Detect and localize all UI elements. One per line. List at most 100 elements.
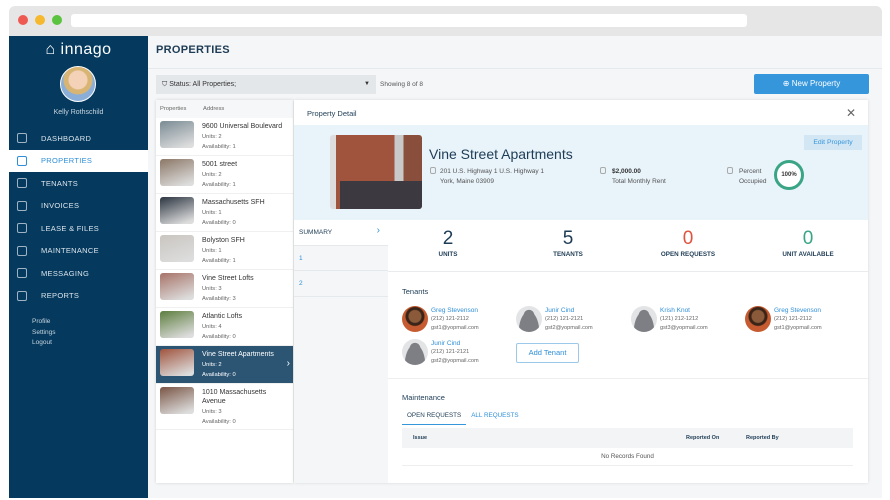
tenant-phone: (212) 121-2121 [545,316,584,322]
tenant-info: Greg Stevenson (212) 121-2112 gst1@yopmail… [431,306,479,332]
tenant-card[interactable]: Greg Stevenson (212) 121-2112 gst1@yopmail… [402,306,479,332]
close-window-button[interactable] [18,15,28,25]
minimize-window-button[interactable] [35,15,45,25]
property-thumbnail [160,121,194,148]
maintenance-table-header: Issue Reported On Reported By [402,428,853,448]
tenant-name-link[interactable]: Greg Stevenson [774,307,821,314]
property-thumbnail [160,349,194,376]
users-icon [17,178,27,189]
property-name: Vine Street Apartments [202,351,274,358]
add-tenant-button[interactable]: Add Tenant [516,343,579,363]
sidebar-item-messaging[interactable]: MESSAGING [9,262,148,285]
property-availability: Availability: 0 [202,334,236,340]
showing-count: Showing 8 of 8 [380,81,424,88]
property-name: Atlantic Lofts [202,313,243,320]
sidebar-item-label: TENANTS [41,178,79,188]
sidebar-item-label: INVOICES [41,201,80,211]
property-units: Units: 2 [202,172,222,178]
column-reported-on: Reported On [686,435,720,441]
property-list-item[interactable]: Vine Street Apartments Units: 2 Availabili… [156,346,293,384]
stat-label: UNIT AVAILABLE [782,251,834,258]
tenant-name-link[interactable]: Junir Cind [431,340,461,347]
property-list-item[interactable]: Atlantic Lofts Units: 4 Availability: 0 [156,308,293,346]
property-name: Vine Street Lofts [202,275,254,282]
maintenance-heading: Maintenance [402,393,445,402]
tab-all-requests[interactable]: ALL REQUESTS [471,412,519,419]
status-filter-dropdown[interactable]: ⛉ Status: All Properties; ▼ [156,75,376,94]
page-title: PROPERTIES [156,44,230,56]
link-logout[interactable]: Logout [32,339,52,346]
property-availability: Availability: 0 [202,419,236,425]
browser-chrome [9,6,882,36]
property-info: Vine Street Lofts Units: 3 Availability: 3 [202,273,260,304]
report-icon [17,290,27,301]
property-list-item[interactable]: 5001 street Units: 2 Availability: 1 [156,156,293,194]
tab-summary[interactable]: SUMMARY › [294,220,388,246]
tenant-info: Junir Cind (212) 121-2121 gst2@yopmail.com [431,339,479,365]
percent-occupied-label: Percent Occupied [727,167,766,187]
property-list-item[interactable]: Vine Street Lofts Units: 3 Availability: 3 [156,270,293,308]
sidebar-item-lease-files[interactable]: LEASE & FILES [9,217,148,240]
user-name: Kelly Rothschild [53,109,104,116]
column-address[interactable]: Address [203,106,225,112]
invoice-icon [17,200,27,211]
property-info: 9600 Universal Boulevard Units: 2 Availabi… [202,121,288,152]
maintenance-tabs: OPEN REQUESTS ALL REQUESTS [402,408,524,425]
column-properties[interactable]: Properties [160,106,187,112]
monthly-rent: $2,000.00 Total Monthly Rent [600,167,666,187]
stat-label: OPEN REQUESTS [660,251,716,258]
maximize-window-button[interactable] [52,15,62,25]
tenant-card[interactable]: Junir Cind (212) 121-2121 gst2@yopmail.com [402,339,479,365]
tab-open-requests[interactable]: OPEN REQUESTS [402,408,467,425]
property-name: 9600 Universal Boulevard [202,123,283,130]
tab-2[interactable]: 2 [294,271,388,297]
property-list-item[interactable]: Bolyston SFH Units: 1 Availability: 1 [156,232,293,270]
tenant-phone: (212) 121-2112 [431,316,469,322]
sidebar-item-label: DASHBOARD [41,133,92,143]
tenant-card[interactable]: Junir Cind (212) 121-2121 gst2@yopmail.com [516,306,593,332]
divider [388,378,868,379]
stat-tenants: 5 TENANTS [508,220,628,271]
property-thumbnail [160,235,194,262]
column-issue: Issue [413,435,428,441]
stat-value: 5 [562,228,574,249]
tenant-card[interactable]: Greg Stevenson (212) 121-2112 gst1@yopmail… [745,306,822,332]
property-list-header: Properties Address [156,100,293,118]
sidebar-item-reports[interactable]: REPORTS [9,285,148,308]
property-units: Units: 1 [202,248,222,254]
tenant-name-link[interactable]: Junir Cind [545,307,575,314]
link-settings[interactable]: Settings [32,328,56,336]
sidebar-item-tenants[interactable]: TENANTS [9,172,148,195]
edit-property-button[interactable]: Edit Property [804,135,862,150]
property-availability: Availability: 1 [202,182,236,188]
link-profile[interactable]: Profile [32,318,51,325]
dashboard-icon [17,133,27,144]
avatar[interactable] [60,66,96,102]
tenant-email: gst3@yopmail.com [660,324,708,331]
sidebar-item-maintenance[interactable]: MAINTENANCE [9,240,148,263]
stat-units: 2 UNITS [388,220,508,271]
sidebar-item-invoices[interactable]: INVOICES [9,195,148,218]
property-list: Properties Address 9600 Universal Bouleva… [156,100,293,483]
sidebar-item-dashboard[interactable]: DASHBOARD [9,127,148,150]
address-bar[interactable] [71,14,747,27]
tenant-card[interactable]: Krish Knot (121) 212-1212 gst3@yopmail.com [631,306,708,332]
property-list-item[interactable]: 1010 Massachusetts Avenue Units: 3 Availab… [156,384,293,430]
sidebar-item-properties[interactable]: PROPERTIES [9,149,148,172]
property-info: 5001 street Units: 2 Availability: 1 [202,159,243,190]
tenant-email: gst2@yopmail.com [431,357,479,364]
tenant-name-link[interactable]: Krish Knot [660,307,690,314]
tab-label: 1 [299,254,303,262]
tab-1[interactable]: 1 [294,246,388,271]
new-property-button[interactable]: ⊕ New Property [754,74,869,94]
property-list-item[interactable]: 9600 Universal Boulevard Units: 2 Availabi… [156,118,293,156]
property-name: Massachusetts SFH [202,199,265,206]
tenant-email: gst1@yopmail.com [774,324,822,331]
tenant-avatar [516,306,542,332]
chevron-right-icon: › [286,358,290,369]
empty-state: No Records Found [402,448,853,466]
property-list-item[interactable]: Massachusetts SFH Units: 1 Availability: 0 [156,194,293,232]
close-icon[interactable]: ✕ [845,106,856,120]
divider [148,68,882,69]
tenant-name-link[interactable]: Greg Stevenson [431,307,478,314]
